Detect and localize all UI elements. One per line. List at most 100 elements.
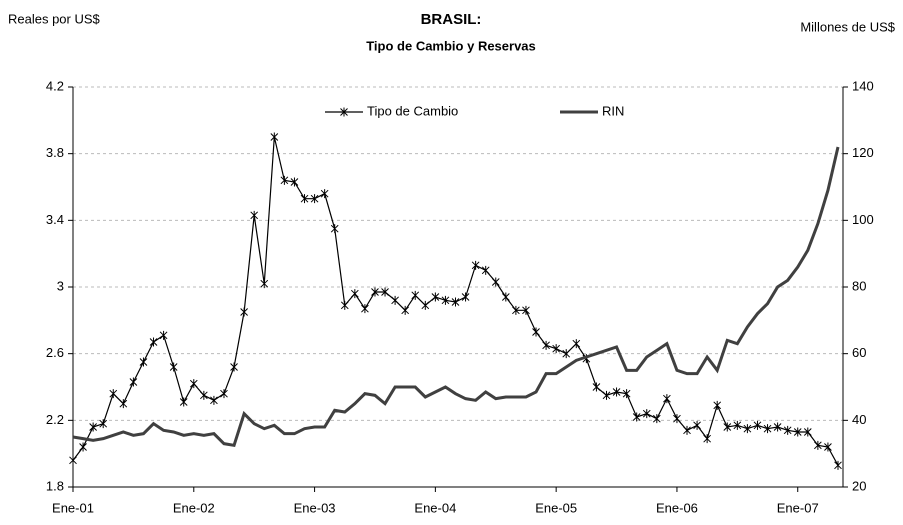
y-tick-label: 3.8 [46,145,64,160]
asterisk-marker [290,177,299,187]
asterisk-marker [391,295,399,305]
asterisk-marker [713,400,722,410]
asterisk-marker [532,327,540,337]
asterisk-marker [330,224,339,234]
y-axis-label: Reales por US$ [8,11,101,26]
asterisk-marker [552,344,561,354]
x-tick-label: Ene-07 [777,500,819,515]
legend-marker [340,107,348,117]
asterisk-marker [411,290,420,300]
asterisk-marker [753,420,762,430]
asterisk-marker [491,277,500,287]
asterisk-marker [169,362,178,372]
asterisk-marker [210,395,218,405]
asterisk-marker [230,362,238,372]
asterisk-marker [602,390,611,400]
y2-axis-label: Millones de US$ [800,19,895,34]
asterisk-marker [451,297,460,307]
asterisk-marker [320,189,329,199]
y2-tick-label: 120 [852,145,874,160]
y2-tick-label: 80 [852,278,866,293]
asterisk-marker [99,419,108,429]
asterisk-marker [824,442,832,452]
asterisk-marker [200,390,208,400]
asterisk-marker [350,289,359,299]
asterisk-marker [149,337,158,347]
y-tick-label: 2.6 [46,345,64,360]
asterisk-marker [733,420,742,430]
y2-tick-label: 40 [852,412,866,427]
asterisk-marker [673,414,681,424]
asterisk-marker [79,442,87,452]
asterisk-marker [310,194,319,204]
asterisk-marker [834,460,842,470]
x-tick-label: Ene-06 [656,500,698,515]
asterisk-marker [89,422,97,432]
y2-tick-label: 20 [852,478,866,493]
asterisk-marker [179,397,188,407]
asterisk-marker [220,389,228,399]
asterisk-marker [69,455,77,465]
series-line [72,146,840,448]
asterisk-marker [501,292,510,302]
asterisk-marker [371,287,379,297]
asterisk-marker [572,339,581,349]
asterisk-marker [431,292,440,302]
asterisk-marker [803,427,812,437]
asterisk-marker [240,307,248,317]
asterisk-marker [270,132,279,142]
asterisk-marker [441,295,450,305]
asterisk-marker [401,305,410,315]
asterisk-marker [562,349,571,359]
y-tick-label: 3.4 [46,212,64,227]
legend-label: Tipo de Cambio [367,103,458,118]
asterisk-marker [159,330,168,340]
asterisk-marker [340,300,349,310]
x-tick-label: Ene-02 [173,500,215,515]
asterisk-marker [381,287,389,297]
asterisk-marker [542,340,550,350]
asterisk-marker [814,440,822,450]
y-tick-label: 4.2 [46,78,64,93]
asterisk-marker [763,424,772,434]
asterisk-marker [361,304,369,314]
asterisk-marker [683,425,691,435]
asterisk-marker [522,305,530,315]
asterisk-marker [663,394,671,404]
y-tick-label: 1.8 [46,478,64,493]
x-tick-label: Ene-05 [535,500,577,515]
asterisk-marker [743,424,752,434]
y-tick-label: 2.2 [46,412,64,427]
asterisk-marker [632,412,641,422]
asterisk-marker [189,379,198,389]
asterisk-marker [300,194,309,204]
asterisk-marker [139,357,148,367]
asterisk-marker [693,420,701,430]
asterisk-marker [793,427,802,437]
asterisk-marker [481,265,490,275]
legend-label: RIN [602,103,624,118]
asterisk-marker [421,300,430,310]
asterisk-marker [109,389,118,399]
x-tick-label: Ene-03 [294,500,336,515]
x-tick-label: Ene-04 [414,500,456,515]
asterisk-marker [250,210,259,220]
asterisk-marker [652,414,661,424]
asterisk-marker [723,422,732,432]
chart-subtitle: Tipo de Cambio y Reservas [366,38,536,53]
y2-tick-label: 100 [852,212,874,227]
y2-tick-label: 60 [852,345,866,360]
y-tick-label: 3 [57,278,64,293]
asterisk-marker [260,279,269,289]
asterisk-marker [783,425,792,435]
x-tick-label: Ene-01 [52,500,94,515]
asterisk-marker [461,292,470,302]
asterisk-marker [119,399,128,409]
asterisk-marker [773,422,782,432]
asterisk-marker [280,175,289,185]
asterisk-marker [512,305,520,315]
asterisk-marker [471,260,480,270]
asterisk-marker [592,382,601,392]
asterisk-marker [642,409,651,419]
